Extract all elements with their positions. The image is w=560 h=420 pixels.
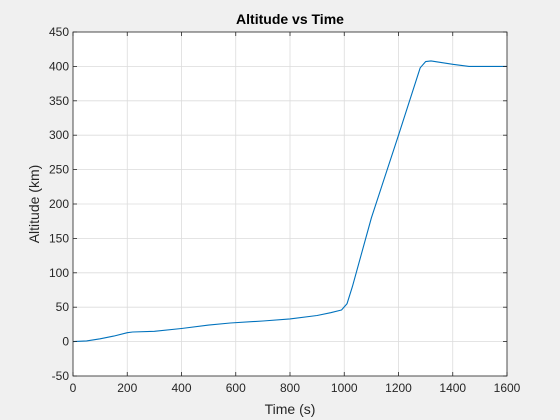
y-tick-label: 250 (49, 163, 69, 177)
y-tick-label: 350 (49, 94, 69, 108)
x-tick-label: 800 (280, 381, 300, 395)
y-tick-label: 450 (49, 25, 69, 39)
x-tick-label: 0 (70, 381, 77, 395)
series-lines (72, 60, 507, 343)
x-axis-label: Time (s) (265, 401, 316, 417)
ticks: 0 200 400 600 800 1000 1200 1400 1600-5005010015… (49, 25, 521, 395)
y-tick-label: 0 (62, 335, 69, 349)
altitude-series-line (72, 60, 507, 343)
y-tick-label: 150 (49, 231, 69, 245)
x-tick-label: 400 (171, 381, 191, 395)
x-tick-label: 1600 (494, 381, 521, 395)
y-tick-label: 200 (49, 197, 69, 211)
y-tick-label: 400 (49, 59, 69, 73)
x-tick-label: 1200 (385, 381, 412, 395)
y-tick-label: 50 (56, 300, 70, 314)
y-axis-label: Altitude (km) (26, 165, 42, 244)
grid (72, 31, 508, 377)
y-tick-label: 100 (49, 266, 69, 280)
y-tick-label: -50 (52, 369, 70, 383)
chart-title: Altitude vs Time (236, 11, 344, 27)
x-tick-label: 200 (117, 381, 137, 395)
x-tick-label: 600 (226, 381, 246, 395)
x-tick-label: 1400 (439, 381, 466, 395)
x-tick-label: 1000 (331, 381, 358, 395)
y-tick-label: 300 (49, 128, 69, 142)
